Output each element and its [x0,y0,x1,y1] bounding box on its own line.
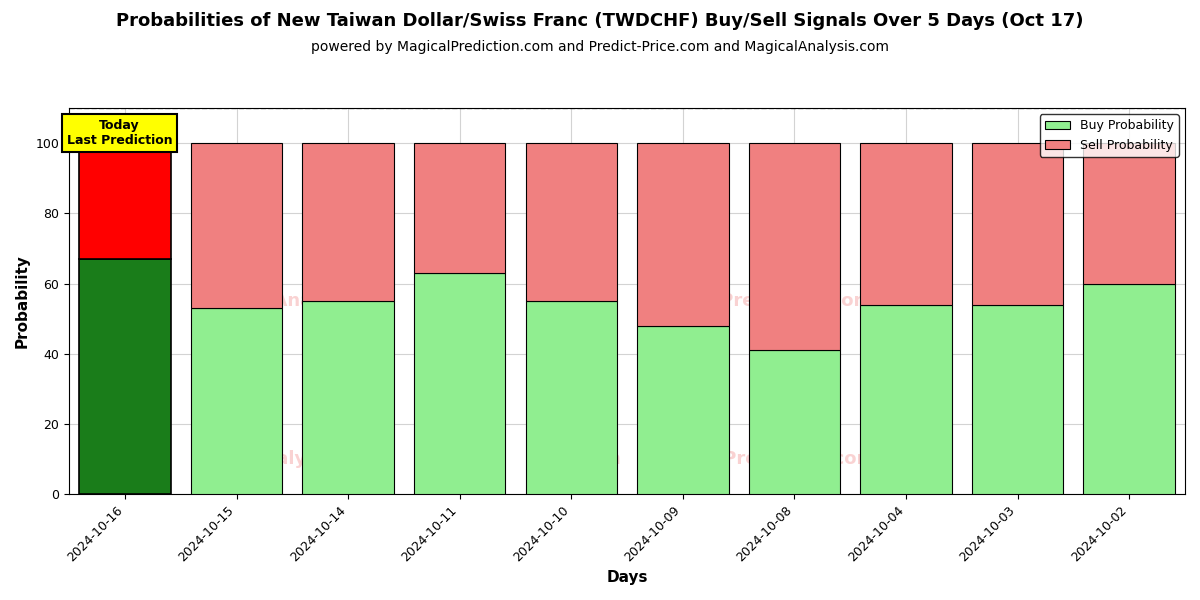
Bar [414,273,505,494]
Bar [1084,143,1175,284]
Bar [302,143,394,301]
Text: powered by MagicalPrediction.com and Predict-Price.com and MagicalAnalysis.com: powered by MagicalPrediction.com and Pre… [311,40,889,54]
Bar [191,143,282,308]
X-axis label: Days: Days [606,570,648,585]
Text: Today
Last Prediction: Today Last Prediction [66,119,172,146]
Bar [749,350,840,494]
Bar [1084,284,1175,494]
Text: calAnalysis.co: calAnalysis.co [221,450,364,468]
Bar [860,305,952,494]
Text: m    MagicalPrediction.com: m MagicalPrediction.com [602,450,875,468]
Bar [972,305,1063,494]
Bar [637,143,728,326]
Bar [749,143,840,350]
Bar [302,301,394,494]
Text: n    MagicalPrediction.com: n MagicalPrediction.com [605,292,872,310]
Bar [860,143,952,305]
Bar [526,301,617,494]
Bar [526,143,617,301]
Bar [972,143,1063,305]
Bar [191,308,282,494]
Legend: Buy Probability, Sell Probability: Buy Probability, Sell Probability [1040,114,1178,157]
Y-axis label: Probability: Probability [16,254,30,348]
Text: Probabilities of New Taiwan Dollar/Swiss Franc (TWDCHF) Buy/Sell Signals Over 5 : Probabilities of New Taiwan Dollar/Swiss… [116,12,1084,30]
Bar [637,326,728,494]
Bar [79,143,170,259]
Bar [414,143,505,273]
Text: MagicalAnalysis.co: MagicalAnalysis.co [197,292,388,310]
Bar [79,259,170,494]
